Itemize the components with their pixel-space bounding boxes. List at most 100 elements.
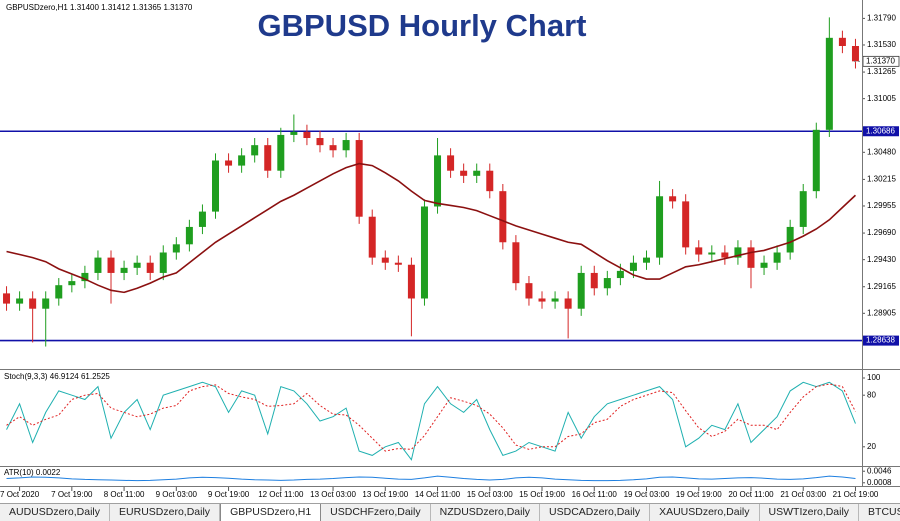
tab-bar: AUDUSDzero,Daily EURUSDzero,Daily GBPUSDze… [0,503,900,521]
y-tick-label: 1.29430 [867,255,896,264]
price-line-box [863,126,899,137]
y-tick-label: 20 [867,442,876,451]
candle-body [212,160,219,212]
x-tick-label: 9 Oct 19:00 [208,490,250,499]
chart-tab[interactable]: USDCADzero,Daily [540,504,651,521]
y-tick-label: 0.0008 [867,478,892,487]
candle-body [851,46,859,62]
y-tick-label: 1.30215 [867,175,896,184]
candle-body [264,145,272,171]
candle-body [525,283,533,299]
indicator-line [6,383,856,452]
y-tick-label: 1.29165 [867,282,896,291]
candle-body [629,262,637,271]
x-tick-label: 13 Oct 03:00 [310,490,356,499]
x-tick-label: 8 Oct 11:00 [104,490,145,499]
candle-body [342,140,350,151]
candle-body [577,272,585,309]
indicator-line [6,381,856,461]
candle-body [812,129,820,192]
chart-tab[interactable]: AUDUSDzero,Daily [0,504,111,521]
y-tick-label: 1.30480 [867,147,896,156]
candle-body [316,138,324,146]
x-tick-label: 14 Oct 11:00 [415,490,461,499]
candle-body [538,298,546,302]
candle-body [225,160,233,166]
candle-body [94,257,102,273]
candle-body [669,196,677,202]
candle-body [773,252,781,263]
y-tick-label: 1.31265 [867,67,896,76]
candle-body [721,252,729,258]
candle-body [55,285,63,299]
x-tick-label: 16 Oct 11:00 [572,490,618,499]
x-tick-label: 21 Oct 03:00 [780,490,826,499]
y-tick-label: 80 [867,390,876,399]
candle-body [747,247,755,268]
candle-body [838,37,846,46]
y-tick-label: 1.29955 [867,201,896,210]
candle-body [3,293,11,304]
candle-body [473,170,481,176]
chart-tab[interactable]: EURUSDzero,Daily [110,504,221,521]
candle-body [185,226,193,245]
x-tick-label: 12 Oct 11:00 [258,490,304,499]
candle-body [355,140,363,217]
x-tick-label: 19 Oct 19:00 [676,490,722,499]
chart-tab[interactable]: GBPUSDzero,H1 [220,504,322,521]
candle-body [146,262,154,273]
candle-body [682,201,690,248]
x-tick-label: 13 Oct 19:00 [362,490,408,499]
candle-body [551,298,559,302]
candle-body [460,170,468,176]
candle-body [381,257,389,263]
x-tick-label: 15 Oct 19:00 [519,490,565,499]
y-tick-label: 100 [867,373,881,382]
x-tick-label: 20 Oct 11:00 [728,490,774,499]
candle-body [695,247,703,255]
chart-tab[interactable]: USWTIzero,Daily [760,504,860,521]
candle-body [616,270,624,279]
candle-body [81,272,89,282]
candle-body [16,298,24,304]
price-line-label: 1.28638 [866,336,895,345]
chart: 1.31790 1.31530 1.31265 1.31005 1.30480 1.302… [0,0,900,503]
candle-body [290,131,298,135]
candle-body [447,155,455,171]
candle-body [708,252,716,255]
candle-body [42,298,50,309]
candle-body [120,267,128,273]
candle-body [656,196,664,258]
candle-body [368,216,376,258]
y-tick-label: 1.29690 [867,228,896,237]
y-tick-label: 0.0046 [867,466,892,475]
price-line-label: 1.30686 [866,126,895,135]
x-tick-label: 15 Oct 03:00 [467,490,513,499]
background [0,0,900,503]
candle-body [486,170,494,192]
candle-body [329,145,337,151]
chart-tab[interactable]: USDCHFzero,Daily [321,504,431,521]
candle-body [238,155,246,166]
indicator-line [6,475,856,482]
chart-title: GBPUSD Hourly Chart [258,8,587,43]
chart-tab[interactable]: BTCUSD,Daily [859,504,900,521]
last-price-label: 1.31370 [866,56,895,65]
candle-body [420,206,428,299]
candle-body [643,257,650,263]
candle-body [734,247,742,258]
candle-body [590,272,598,289]
candle-body [133,262,141,268]
candle-body [760,262,768,268]
y-tick-label: 1.28905 [867,308,896,317]
chart-tab[interactable]: NZDUSDzero,Daily [431,504,541,521]
y-tick-label: 1.31790 [867,14,896,23]
candle-body [303,131,311,138]
candle-body [799,191,807,227]
candle-body [786,226,794,253]
chart-tab[interactable]: XAUUSDzero,Daily [650,504,760,521]
candle-body [564,298,572,309]
candle-body [68,281,76,286]
x-tick-label: 19 Oct 03:00 [624,490,670,499]
